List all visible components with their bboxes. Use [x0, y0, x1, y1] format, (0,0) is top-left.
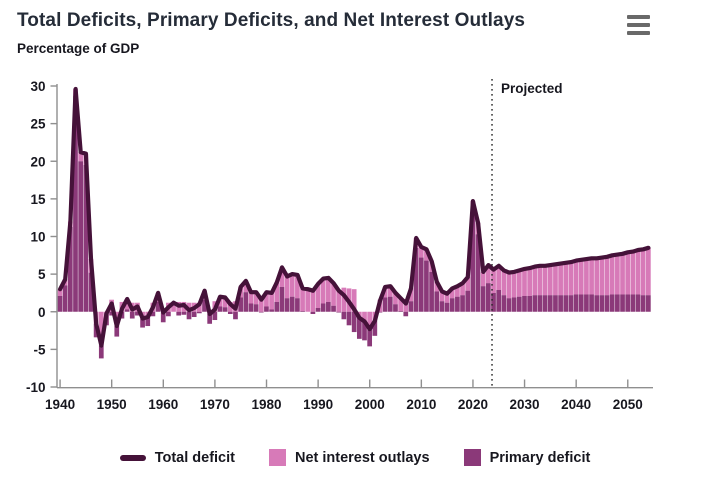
x-axis-tick-label: 1980: [251, 397, 281, 412]
x-axis-tick-label: 2040: [561, 397, 591, 412]
y-axis-unit-label: Percentage of GDP: [17, 41, 140, 56]
y-axis-tick-label: -10: [26, 380, 46, 395]
deficit-chart-plot[interactable]: Projected 30 25 20 15 10 5 0 -5 -10 1940 1950 1960 19…: [0, 62, 710, 424]
legend-item-total-deficit: Total deficit: [119, 449, 235, 466]
hamburger-bar: [627, 22, 650, 28]
legend-label: Primary deficit: [489, 449, 591, 466]
y-axis-tick-label: 20: [30, 154, 45, 169]
x-axis-tick-label: 2000: [355, 397, 385, 412]
legend-label: Total deficit: [154, 449, 235, 466]
x-axis-tick-label: 2020: [458, 397, 488, 412]
page-title: Total Deficits, Primary Deficits, and Ne…: [17, 10, 526, 31]
hamburger-menu-icon[interactable]: [627, 15, 650, 35]
chart-area[interactable]: Projected 30 25 20 15 10 5 0 -5 -10 1940 1950 1960 19…: [0, 62, 710, 429]
x-axis-tick-label: 1990: [303, 397, 333, 412]
x-axis-tick-label: 2030: [510, 397, 540, 412]
legend-item-primary-deficit: Primary deficit: [463, 449, 591, 466]
chart-header: Total Deficits, Primary Deficits, and Ne…: [0, 0, 710, 62]
projected-label: Projected: [501, 81, 563, 96]
net-interest-swatch: [268, 449, 286, 466]
x-axis-tick-label: 1950: [97, 397, 127, 412]
y-axis-tick-label: 0: [38, 305, 46, 320]
x-axis-tick-label: 1960: [148, 397, 178, 412]
y-axis-tick-label: 25: [30, 117, 46, 132]
x-axis-tick-label: 1940: [45, 397, 75, 412]
hamburger-bar: [627, 30, 650, 35]
x-axis-tick-label: 2010: [406, 397, 436, 412]
y-axis-tick-label: 10: [30, 230, 45, 245]
primary-deficit-swatch: [463, 449, 481, 466]
y-axis-tick-label: 5: [38, 267, 46, 282]
legend-item-net-interest: Net interest outlays: [268, 449, 430, 466]
y-axis-tick-label: -5: [33, 342, 45, 357]
legend-label: Net interest outlays: [294, 449, 430, 466]
y-axis-tick-label: 30: [30, 79, 45, 94]
x-axis-tick-label: 1970: [200, 397, 230, 412]
total-deficit-line-swatch: [119, 454, 146, 461]
y-axis-tick-label: 15: [30, 192, 46, 207]
x-axis-tick-label: 2050: [613, 397, 643, 412]
hamburger-bar: [627, 15, 650, 20]
chart-legend: Total deficit Net interest outlays Prima…: [0, 449, 710, 466]
